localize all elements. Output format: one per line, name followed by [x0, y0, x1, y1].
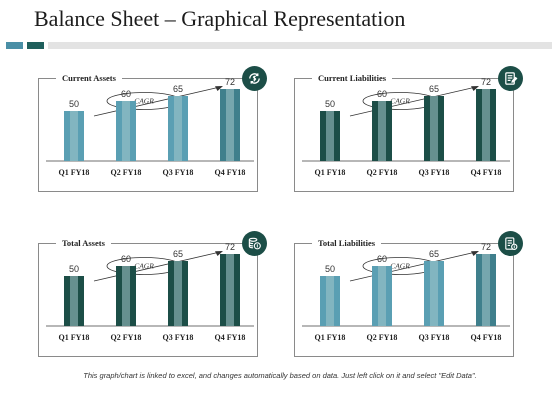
- tick-label: Q2 FY18: [367, 333, 398, 342]
- data-label: 65: [173, 249, 183, 259]
- bar-chart: CAGR 50 Q1 FY18 60 Q2 FY18 65 Q3 FY18 72 Q4 FY18: [302, 242, 510, 342]
- panel-frame: [38, 243, 258, 357]
- tick-label: Q2 FY18: [111, 333, 142, 342]
- tick-label: Q1 FY18: [315, 333, 346, 342]
- trend-arrow-line: [349, 86, 477, 117]
- data-label: 50: [69, 264, 79, 274]
- tick-label: Q4 FY18: [471, 168, 502, 177]
- coins-icon: [242, 231, 267, 256]
- tick-label: Q1 FY18: [59, 333, 90, 342]
- data-label: 60: [377, 89, 387, 99]
- cagr-label: CAGR: [134, 262, 154, 271]
- cagr-label: CAGR: [390, 97, 410, 106]
- data-label: 65: [429, 249, 439, 259]
- data-label: 50: [325, 264, 335, 274]
- tick-label: Q4 FY18: [215, 168, 246, 177]
- data-label: 72: [225, 242, 235, 252]
- bar-highlight: [378, 101, 386, 161]
- title-accent-bar: [6, 42, 23, 49]
- tick-label: Q4 FY18: [215, 333, 246, 342]
- chart-title: Total Assets: [56, 237, 111, 249]
- footnote: This graph/chart is linked to excel, and…: [83, 371, 477, 380]
- panel-frame: [294, 243, 514, 357]
- tick-label: Q1 FY18: [59, 168, 90, 177]
- bar-highlight: [226, 89, 234, 161]
- report-icon: [498, 66, 523, 91]
- trend-arrow-line: [93, 251, 221, 282]
- cagr-label: CAGR: [390, 262, 410, 271]
- chart-panel-current-liabilities[interactable]: CAGR 50 Q1 FY18 60 Q2 FY18 65 Q3 FY18 72 Q4 FY18…: [294, 66, 523, 192]
- chart-panel-total-liabilities[interactable]: CAGR 50 Q1 FY18 60 Q2 FY18 65 Q3 FY18 72 Q4 FY18…: [294, 231, 523, 357]
- tick-label: Q3 FY18: [419, 168, 450, 177]
- title-underline: [48, 42, 552, 49]
- bar-highlight: [482, 89, 490, 161]
- trend-arrow-head: [471, 251, 479, 256]
- bar-highlight: [430, 96, 438, 161]
- trend-arrow-line: [349, 251, 477, 282]
- panel-frame: [38, 78, 258, 192]
- data-label: 72: [481, 242, 491, 252]
- chart-title: Current Assets: [56, 72, 122, 84]
- trend-arrow-line: [93, 86, 221, 117]
- bar-highlight: [122, 266, 130, 326]
- tick-label: Q2 FY18: [111, 168, 142, 177]
- bar-chart: CAGR 50 Q1 FY18 60 Q2 FY18 65 Q3 FY18 72 Q4 FY18: [46, 77, 254, 177]
- data-label: 65: [429, 84, 439, 94]
- trend-arrow-head: [215, 86, 223, 91]
- data-label: 60: [121, 254, 131, 264]
- trend-arrow-head: [215, 251, 223, 256]
- tick-label: Q3 FY18: [419, 333, 450, 342]
- data-label: 50: [69, 99, 79, 109]
- bar-highlight: [122, 101, 130, 161]
- bar-chart: CAGR 50 Q1 FY18 60 Q2 FY18 65 Q3 FY18 72 Q4 FY18: [302, 77, 510, 177]
- bar-highlight: [482, 254, 490, 326]
- tick-label: Q2 FY18: [367, 168, 398, 177]
- refresh-dollar-icon: [242, 66, 267, 91]
- chart-panel-total-assets[interactable]: CAGR 50 Q1 FY18 60 Q2 FY18 65 Q3 FY18 72 Q4 FY18…: [38, 231, 267, 357]
- page-title: Balance Sheet – Graphical Representation: [34, 6, 406, 31]
- data-label: 60: [377, 254, 387, 264]
- bar-highlight: [174, 261, 182, 326]
- cagr-label: CAGR: [134, 97, 154, 106]
- bar-highlight: [70, 111, 78, 161]
- bar-highlight: [326, 276, 334, 326]
- chart-title: Current Liabilities: [312, 72, 393, 84]
- data-label: 72: [225, 77, 235, 87]
- chart-title: Total Liabilities: [312, 237, 382, 249]
- ledger-dollar-icon: [498, 231, 523, 256]
- chart-panel-current-assets[interactable]: CAGR 50 Q1 FY18 60 Q2 FY18 65 Q3 FY18 72 Q4 FY18…: [38, 66, 267, 192]
- bar-highlight: [226, 254, 234, 326]
- bar-chart: CAGR 50 Q1 FY18 60 Q2 FY18 65 Q3 FY18 72 Q4 FY18: [46, 242, 254, 342]
- tick-label: Q3 FY18: [163, 333, 194, 342]
- panel-frame: [294, 78, 514, 192]
- bar-highlight: [326, 111, 334, 161]
- tick-label: Q3 FY18: [163, 168, 194, 177]
- bar-highlight: [378, 266, 386, 326]
- title-accent-bar: [27, 42, 44, 49]
- tick-label: Q1 FY18: [315, 168, 346, 177]
- data-label: 60: [121, 89, 131, 99]
- trend-arrow-head: [471, 86, 479, 91]
- data-label: 72: [481, 77, 491, 87]
- data-label: 50: [325, 99, 335, 109]
- bar-highlight: [174, 96, 182, 161]
- bar-highlight: [70, 276, 78, 326]
- tick-label: Q4 FY18: [471, 333, 502, 342]
- bar-highlight: [430, 261, 438, 326]
- data-label: 65: [173, 84, 183, 94]
